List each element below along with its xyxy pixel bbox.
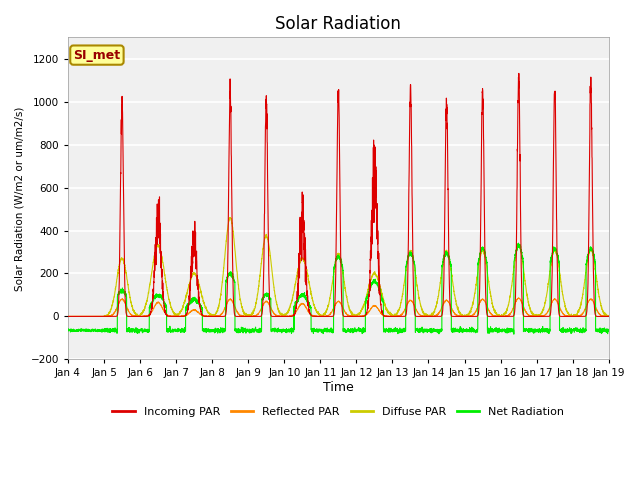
Y-axis label: Solar Radiation (W/m2 or um/m2/s): Solar Radiation (W/m2 or um/m2/s) [15,106,25,290]
Legend: Incoming PAR, Reflected PAR, Diffuse PAR, Net Radiation: Incoming PAR, Reflected PAR, Diffuse PAR… [108,403,569,421]
Text: SI_met: SI_met [74,48,120,61]
Title: Solar Radiation: Solar Radiation [275,15,401,33]
X-axis label: Time: Time [323,381,354,394]
